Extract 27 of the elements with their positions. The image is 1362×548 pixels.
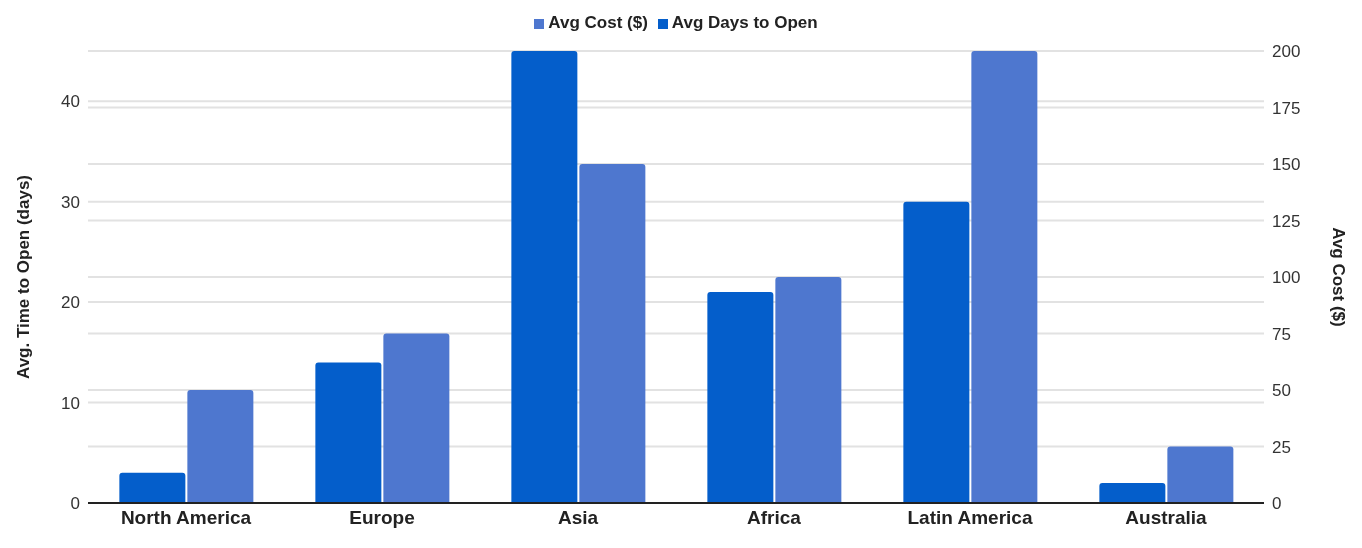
- x-tick-label: Europe: [349, 507, 415, 529]
- y2-tick-label: 125: [1272, 211, 1301, 231]
- y-tick-label: 0: [70, 494, 80, 514]
- x-tick-label: North America: [120, 507, 252, 529]
- legend-label: Avg Days to Open: [671, 13, 818, 32]
- y2-tick-label: 150: [1272, 155, 1301, 175]
- y2-axis-title: Avg Cost ($): [1328, 227, 1348, 327]
- y2-tick-label: 175: [1272, 98, 1301, 118]
- x-tick-label: Asia: [557, 507, 599, 529]
- x-tick-label: Africa: [747, 507, 802, 529]
- bar: [187, 390, 254, 503]
- y-tick-label: 10: [61, 393, 80, 413]
- y-axis-title: Avg. Time to Open (days): [14, 174, 34, 380]
- y2-tick-label: 50: [1272, 381, 1291, 401]
- y2-tick-label: 200: [1272, 42, 1301, 62]
- y-tick-label: 20: [61, 293, 80, 313]
- y2-tick-label: 100: [1272, 268, 1301, 288]
- y2-tick-label: 0: [1272, 494, 1282, 514]
- x-tick-label: Latin America: [907, 507, 1033, 529]
- y-tick-label: 30: [61, 192, 80, 212]
- y2-tick-label: 25: [1272, 437, 1291, 457]
- legend-label: Avg Cost ($): [548, 13, 648, 32]
- bar: [119, 472, 186, 503]
- y2-tick-label: 75: [1272, 324, 1291, 344]
- y-tick-label: 40: [61, 92, 80, 112]
- bar: [1167, 446, 1234, 503]
- x-tick-label: Australia: [1125, 507, 1208, 529]
